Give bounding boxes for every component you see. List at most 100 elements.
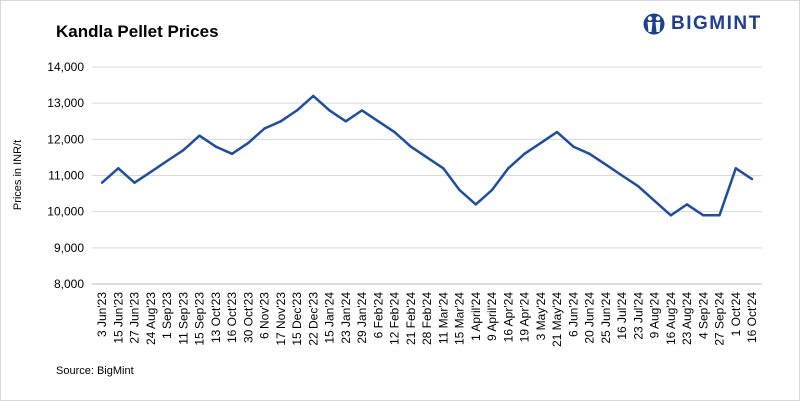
- x-tick-label: 19 Apr'24: [518, 292, 532, 343]
- y-tick-label: 12,000: [47, 132, 84, 146]
- data-point: [702, 214, 705, 217]
- x-tick-label: 6 Feb'24: [371, 292, 385, 339]
- x-tick-label: 28 Feb'24: [420, 292, 434, 345]
- series-line: [101, 94, 753, 217]
- data-point: [214, 145, 217, 148]
- x-tick-label: 15 Jun'23: [111, 292, 125, 344]
- gridlines: [92, 66, 762, 285]
- x-tick-label: 17 Nov'23: [274, 292, 288, 346]
- x-tick-label: 13 Oct'23: [209, 292, 223, 343]
- data-point: [312, 94, 315, 98]
- y-axis-label: Prices in INR/t: [12, 140, 24, 210]
- data-point: [507, 167, 510, 170]
- y-tick-label: 9,000: [54, 241, 84, 255]
- x-tick-label: 11 Mar'24: [436, 292, 450, 344]
- x-axis-ticks: 3 Jun'23 15 Jun'23 27 Jun'23 24 Aug'23 1 Sep…: [95, 292, 759, 347]
- data-point: [637, 185, 640, 188]
- x-tick-label: 21 Feb'24: [404, 292, 418, 345]
- x-tick-label: 16 Oct'23: [225, 292, 239, 343]
- x-tick-label: 12 Feb'24: [388, 292, 402, 345]
- data-point: [474, 203, 477, 206]
- x-tick-label: 9 April'24: [485, 292, 499, 341]
- x-tick-label: 20 Jun'24: [583, 292, 597, 344]
- x-tick-label: 29 Jan'24: [355, 292, 369, 344]
- x-tick-label: 3 Jun'23: [95, 292, 109, 337]
- brand-name: BIGMINT: [671, 13, 762, 34]
- x-tick-label: 15 Jan'24: [323, 292, 337, 344]
- x-tick-label: 9 Aug'24: [648, 292, 662, 339]
- data-point: [442, 167, 445, 170]
- x-tick-label: 16 Aug'24: [664, 292, 678, 345]
- x-tick-label: 27 Sep'24: [713, 292, 727, 346]
- data-point: [555, 130, 559, 134]
- data-point: [263, 127, 266, 130]
- data-point: [734, 167, 737, 170]
- data-point: [149, 170, 152, 174]
- data-point: [117, 167, 120, 170]
- x-tick-label: 22 Dec'23: [306, 292, 320, 346]
- data-point: [685, 203, 689, 206]
- x-tick-label: 23 Aug'24: [680, 292, 694, 345]
- data-point: [295, 109, 299, 112]
- y-tick-label: 11,000: [48, 169, 84, 183]
- series-lines: [100, 94, 754, 217]
- x-tick-label: 15 Dec'23: [290, 292, 304, 346]
- data-point: [328, 109, 331, 112]
- data-point: [279, 120, 282, 123]
- data-point: [377, 120, 380, 123]
- data-point: [165, 159, 169, 163]
- y-axis-ticks: 8,000 9,000 10,000 11,000 12,000 13,000 14,000: [47, 60, 84, 291]
- data-point: [588, 152, 591, 155]
- x-tick-label: 21 May'24: [550, 292, 564, 347]
- data-point: [490, 188, 494, 192]
- brand-logo: BIGMINT: [643, 10, 762, 38]
- x-tick-label: 6 Jun'24: [566, 292, 580, 337]
- data-point: [182, 149, 185, 152]
- data-point: [425, 156, 429, 159]
- x-tick-label: 27 Jun'23: [128, 292, 142, 344]
- x-tick-label: 16 Oct'24: [745, 292, 759, 343]
- y-tick-label: 13,000: [47, 96, 84, 110]
- x-tick-label: 11 Sep'23: [176, 292, 190, 345]
- bigmint-people-icon: [643, 13, 665, 35]
- data-point: [360, 109, 364, 112]
- data-point: [572, 145, 575, 148]
- y-tick-label: 8,000: [54, 277, 84, 291]
- data-point: [539, 141, 542, 145]
- data-point: [750, 177, 754, 181]
- data-point: [669, 214, 672, 217]
- x-tick-label: 24 Aug'23: [144, 292, 158, 345]
- data-point: [653, 199, 656, 202]
- data-point: [133, 181, 136, 184]
- x-tick-label: 15 Sep'23: [193, 292, 207, 346]
- x-tick-label: 1 April'24: [469, 292, 483, 341]
- x-tick-label: 3 May'24: [534, 292, 548, 341]
- source-note: Source: BigMint: [56, 365, 134, 377]
- data-point: [198, 134, 201, 137]
- x-tick-label: 4 Sep'24: [696, 292, 710, 339]
- y-tick-label: 10,000: [47, 205, 84, 219]
- data-point: [247, 141, 250, 145]
- data-point: [718, 214, 721, 217]
- x-tick-label: 16 Jul'24: [615, 292, 629, 340]
- data-point: [620, 174, 624, 177]
- data-point: [344, 120, 347, 123]
- x-tick-label: 23 Jan'24: [339, 292, 353, 344]
- data-point: [523, 152, 526, 155]
- chart-title: Kandla Pellet Prices: [56, 22, 219, 41]
- x-tick-label: 6 Nov'23: [258, 292, 272, 339]
- x-tick-label: 16 Apr'24: [501, 292, 515, 343]
- y-tick-label: 14,000: [47, 60, 84, 74]
- x-tick-label: 1 Sep'23: [160, 292, 174, 339]
- data-point: [230, 152, 234, 155]
- data-point: [604, 163, 607, 166]
- x-tick-label: 15 Mar'24: [453, 292, 467, 345]
- data-point: [458, 188, 461, 192]
- data-point: [100, 181, 104, 184]
- x-tick-label: 30 Oct'23: [241, 292, 255, 343]
- x-tick-label: 25 Jun'24: [599, 292, 613, 344]
- data-point: [393, 130, 396, 134]
- data-point: [409, 145, 412, 148]
- x-tick-label: 1 Oct'24: [729, 292, 743, 337]
